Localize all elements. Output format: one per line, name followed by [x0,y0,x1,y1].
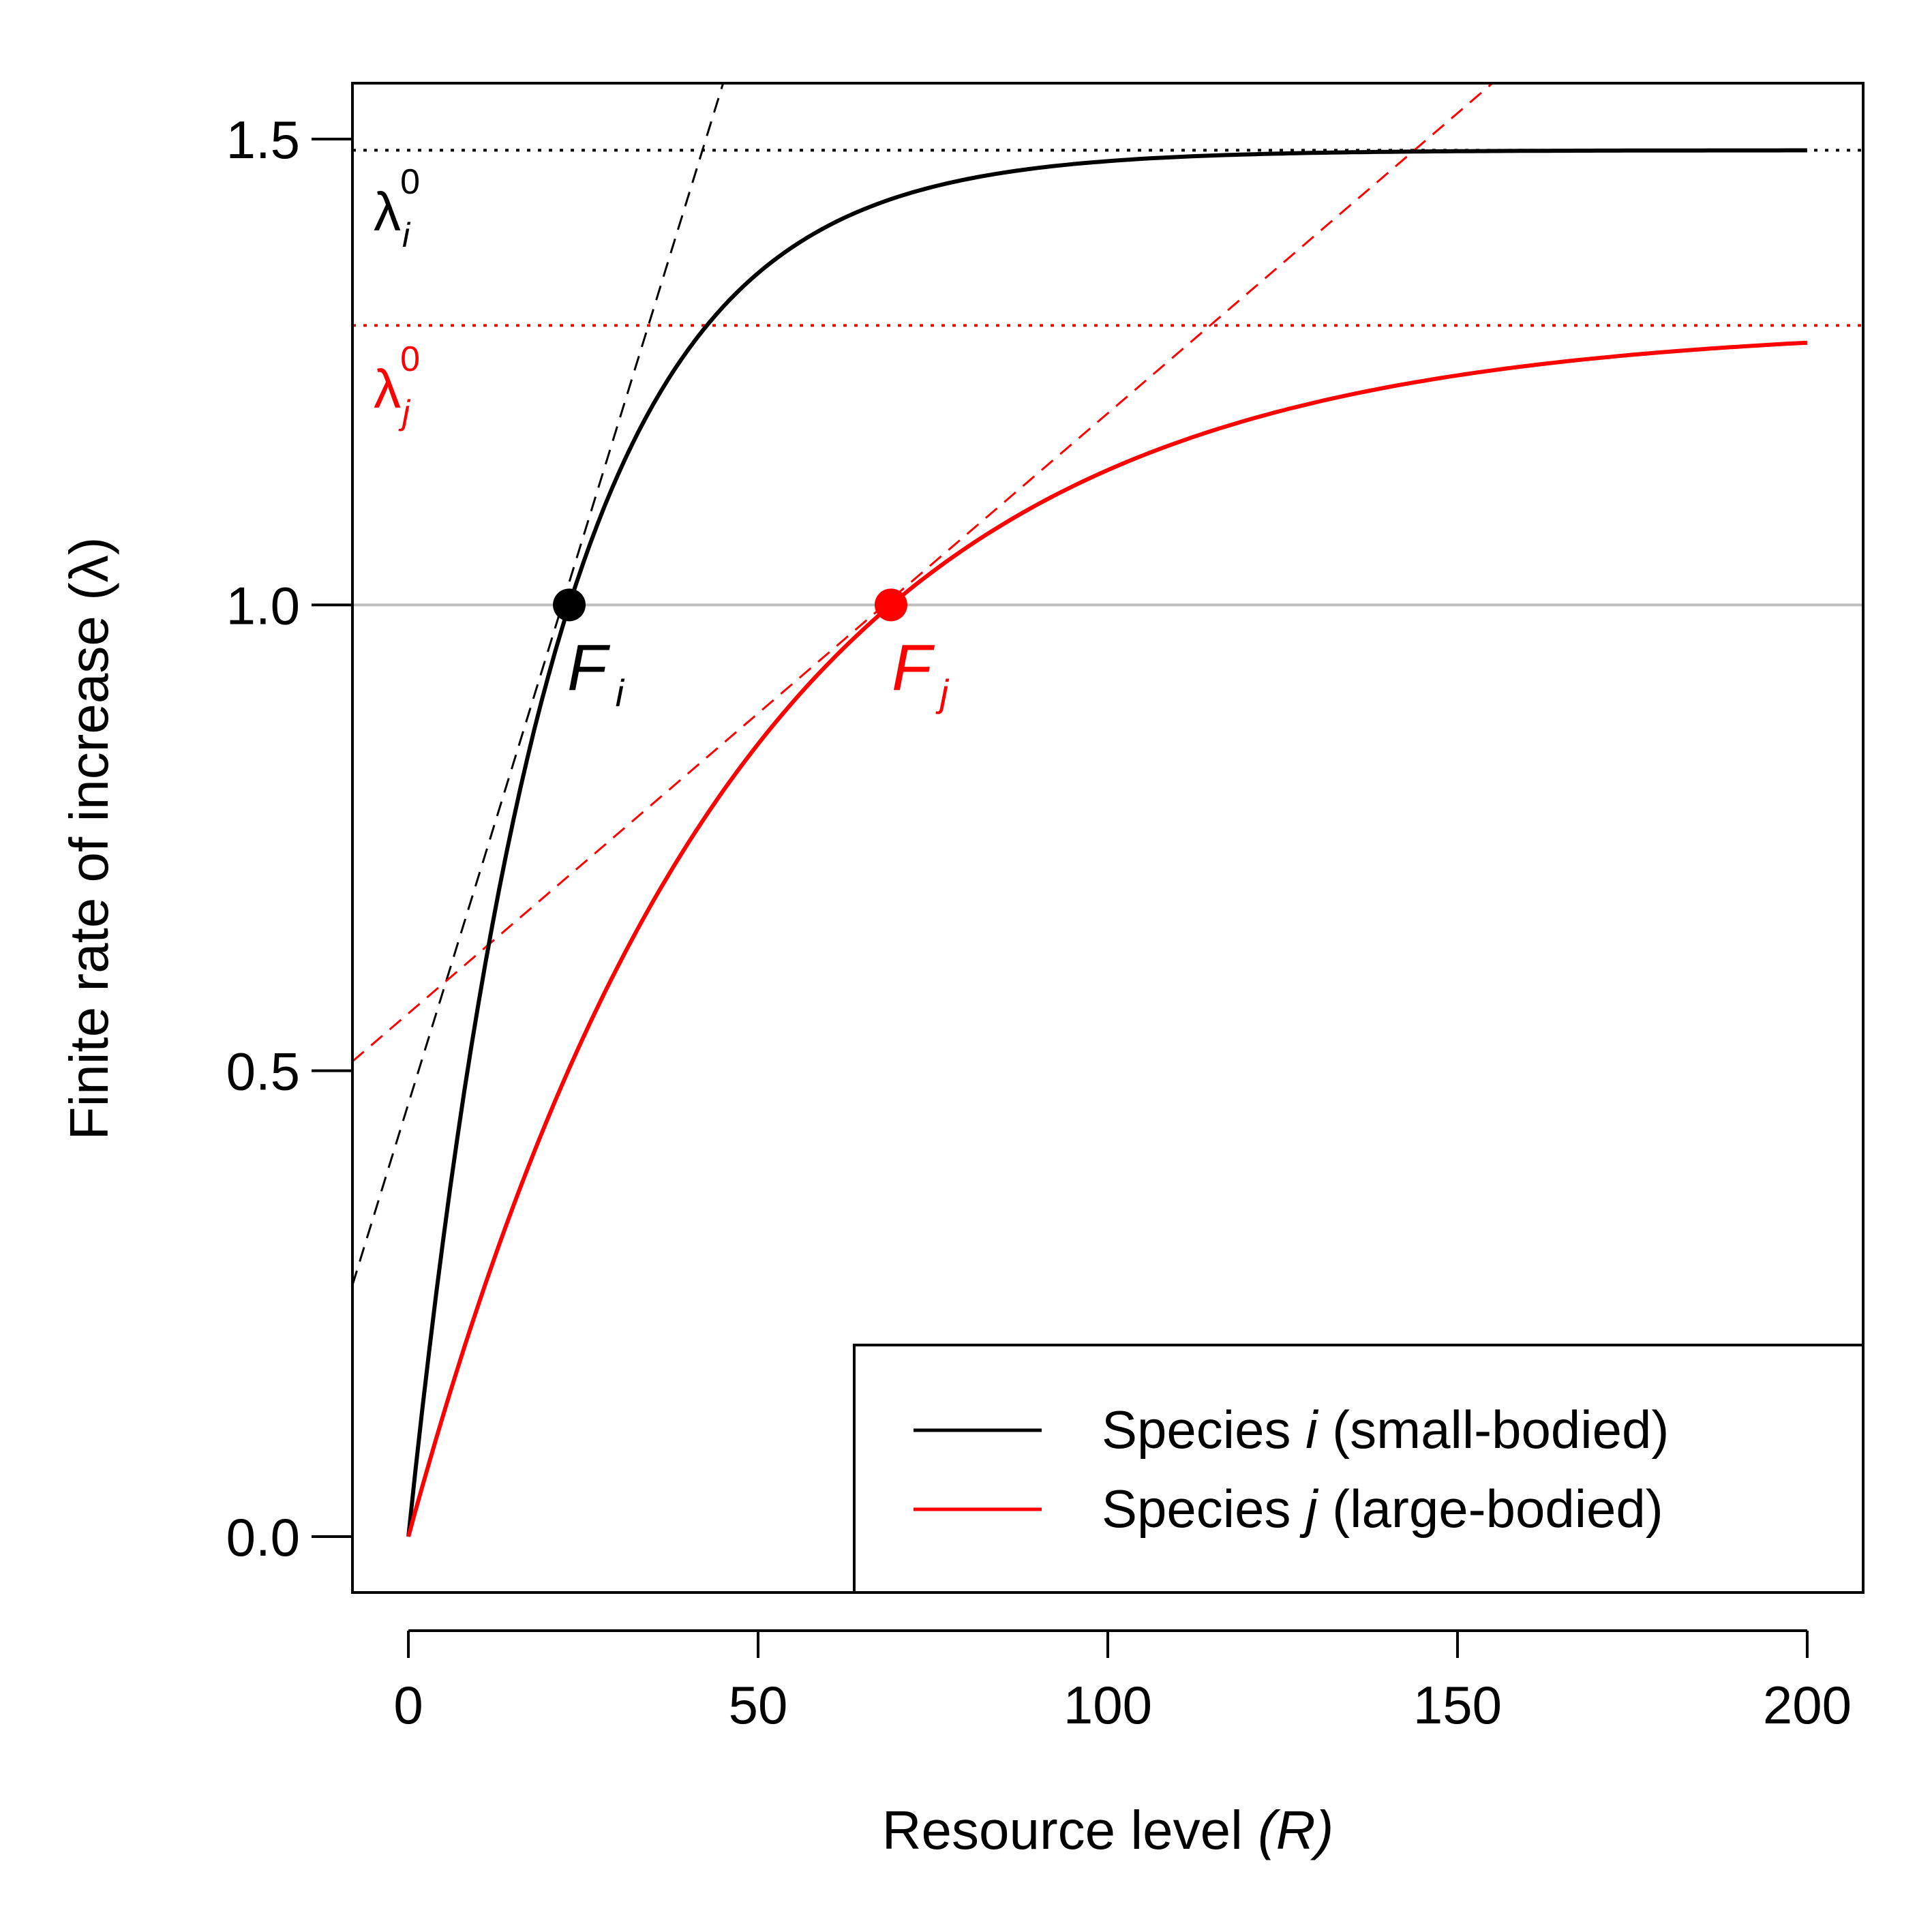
x-axis-label: Resource level (R) [882,1800,1333,1860]
legend-box [853,1344,1865,1594]
point-fj [874,588,907,622]
x-axis: 0 50 100 150 200 [393,1629,1852,1735]
x-tick-label: 150 [1413,1675,1502,1735]
legend-entry-species-i: Species i (small-bodied) [1102,1400,1669,1460]
plot-lines [352,83,1863,1537]
legend-entry-species-j: Species j (large-bodied) [1102,1479,1663,1539]
y-tick-label: 1.5 [226,110,300,170]
lambda-i-label: λi0 [374,162,420,254]
series-line-0 [406,148,1807,1537]
tangent-line-1 [352,83,1494,1063]
legend: Species i (small-bodied) Species j (larg… [853,1344,1865,1594]
plot-points [553,588,907,622]
x-tick-label: 200 [1763,1675,1852,1735]
y-tick-label: 1.0 [226,575,300,635]
x-tick-label: 50 [729,1675,788,1735]
point-fi [553,588,586,622]
lambda-j-label: λj0 [374,339,420,432]
tangent-line-0 [352,83,725,1286]
x-tick-label: 100 [1063,1675,1152,1735]
y-axis: 0.0 0.5 1.0 1.5 [226,110,354,1567]
y-tick-label: 0.5 [226,1042,300,1102]
series-line-1 [406,340,1808,1537]
x-tick-label: 0 [393,1675,423,1735]
y-tick-label: 0.0 [226,1507,300,1567]
y-axis-label: Finite rate of increase (λ) [59,537,119,1141]
